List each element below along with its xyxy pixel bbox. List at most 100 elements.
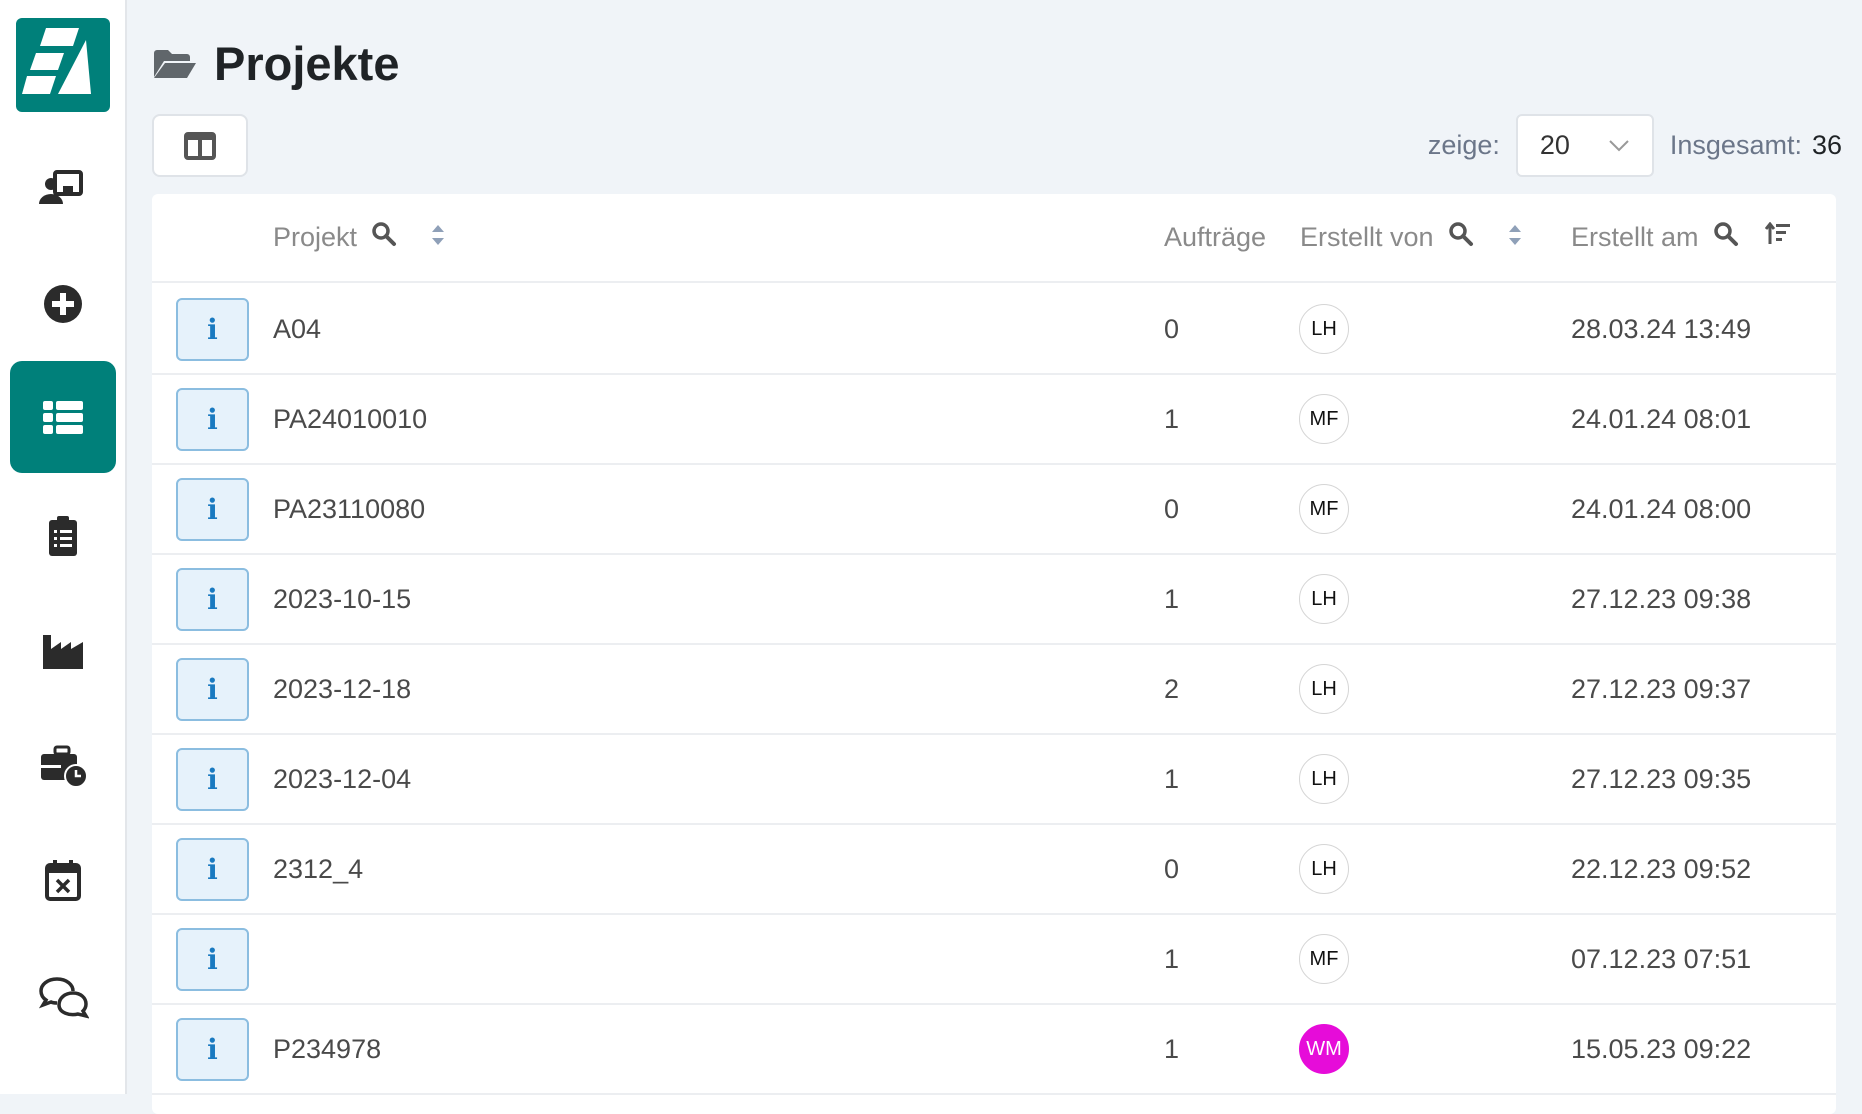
project-name: 2312_4 <box>273 853 364 884</box>
info-icon: i <box>207 852 218 886</box>
sort-ascending-icon[interactable] <box>1764 221 1791 253</box>
sidebar-item-time-tracking[interactable] <box>10 710 116 822</box>
presentation-user-icon <box>39 170 83 204</box>
orders-count: 2 <box>1164 673 1180 704</box>
columns-icon <box>184 131 216 160</box>
total-count: 36 <box>1811 130 1842 160</box>
page-size-select[interactable]: 20 <box>1515 114 1654 177</box>
avatar: LH <box>1299 304 1349 354</box>
table-row[interactable]: i P234978 1 WM 15.05.23 09:22 <box>152 1005 1836 1095</box>
created-at: 27.12.23 09:37 <box>1571 673 1752 704</box>
avatar: LH <box>1299 574 1349 624</box>
search-icon[interactable] <box>1713 221 1739 254</box>
sidebar-item-production[interactable] <box>10 595 116 707</box>
pagination-controls: zeige: 20 Insgesamt: 36 <box>1428 114 1842 177</box>
table-row[interactable]: i 2312_4 0 LH 22.12.23 09:52 <box>152 825 1836 915</box>
sidebar-item-presentation[interactable] <box>10 132 116 244</box>
project-name: PA24010010 <box>273 403 428 434</box>
avatar: MF <box>1299 934 1349 984</box>
table-row[interactable]: i 2023-10-15 1 LH 27.12.23 09:38 <box>152 555 1836 645</box>
total-label: Insgesamt: <box>1669 130 1802 160</box>
folder-open-icon <box>154 49 196 78</box>
search-icon[interactable] <box>1448 221 1474 254</box>
orders-count: 1 <box>1164 943 1180 974</box>
briefcase-clock-icon <box>41 745 88 788</box>
avatar: LH <box>1299 844 1349 894</box>
avatar: WM <box>1299 1024 1349 1074</box>
table-row[interactable]: i PA24010010 1 MF 24.01.24 08:01 <box>152 375 1836 465</box>
orders-count: 0 <box>1164 853 1180 884</box>
info-icon: i <box>207 942 218 976</box>
table-row[interactable]: i A04 0 LH 28.03.24 13:49 <box>152 285 1836 375</box>
header-created-by-label: Erstellt von <box>1300 222 1434 252</box>
info-button[interactable]: i <box>176 477 249 541</box>
page-title: Projekte <box>214 37 400 90</box>
page-size-label: zeige: <box>1427 130 1500 160</box>
project-name: 2023-12-04 <box>273 763 412 794</box>
app-logo[interactable] <box>16 18 110 112</box>
page-size-value: 20 <box>1539 130 1570 160</box>
sidebar-item-projects[interactable] <box>10 361 116 473</box>
info-icon: i <box>207 1032 218 1066</box>
created-at: 22.12.23 09:52 <box>1571 853 1752 884</box>
avatar: MF <box>1299 484 1349 534</box>
table-row[interactable]: i 1 MF 07.12.23 07:51 <box>152 915 1836 1005</box>
chevron-down-icon <box>1609 139 1629 151</box>
table-row[interactable]: i PA23110080 0 MF 24.01.24 08:00 <box>152 465 1836 555</box>
project-name: PA23110080 <box>273 493 426 524</box>
comments-icon <box>38 977 89 1019</box>
info-icon: i <box>207 402 218 436</box>
page-header: Projekte <box>154 36 399 91</box>
sort-icon[interactable] <box>1508 222 1522 253</box>
header-project: Projekt <box>273 221 445 254</box>
table-row[interactable]: i 2023-12-04 1 LH 27.12.23 09:35 <box>152 735 1836 825</box>
info-button[interactable]: i <box>176 657 249 721</box>
info-icon: i <box>207 492 218 526</box>
clipboard-list-icon <box>49 516 77 556</box>
sort-icon[interactable] <box>431 222 445 253</box>
header-created-at: Erstellt am <box>1571 221 1791 254</box>
project-name: P234978 <box>273 1033 382 1064</box>
created-at: 07.12.23 07:51 <box>1571 943 1752 974</box>
info-button[interactable]: i <box>176 747 249 811</box>
created-at: 28.03.24 13:49 <box>1571 313 1752 344</box>
created-at: 15.05.23 09:22 <box>1571 1033 1752 1064</box>
search-icon[interactable] <box>371 221 397 254</box>
project-name: 2023-10-15 <box>273 583 412 614</box>
info-icon: i <box>207 672 218 706</box>
project-name: A04 <box>273 313 322 344</box>
projects-table: Projekt Aufträge Erstellt von Erstellt a… <box>152 194 1836 1114</box>
list-icon <box>43 401 83 434</box>
calendar-xmark-icon <box>45 860 81 901</box>
orders-count: 0 <box>1164 313 1180 344</box>
avatar: MF <box>1299 394 1349 444</box>
orders-count: 0 <box>1164 493 1180 524</box>
avatar: LH <box>1299 754 1349 804</box>
table-row[interactable]: i 2023-12-18 2 LH 27.12.23 09:37 <box>152 645 1836 735</box>
created-at: 27.12.23 09:35 <box>1571 763 1752 794</box>
sidebar-item-add[interactable] <box>10 248 116 360</box>
sidebar-item-absences[interactable] <box>10 825 116 937</box>
info-button[interactable]: i <box>176 567 249 631</box>
industry-icon <box>43 635 83 669</box>
info-button[interactable]: i <box>176 297 249 361</box>
info-button[interactable]: i <box>176 927 249 991</box>
created-at: 27.12.23 09:38 <box>1571 583 1752 614</box>
sidebar-item-orders[interactable] <box>10 481 116 593</box>
orders-count: 1 <box>1164 403 1180 434</box>
info-button[interactable]: i <box>176 1017 249 1081</box>
info-icon: i <box>207 762 218 796</box>
info-button[interactable]: i <box>176 837 249 901</box>
header-project-label: Projekt <box>273 222 358 252</box>
header-created-at-label: Erstellt am <box>1571 222 1699 252</box>
avatar: LH <box>1299 664 1349 714</box>
info-icon: i <box>207 582 218 616</box>
created-at: 24.01.24 08:00 <box>1571 493 1752 524</box>
orders-count: 1 <box>1164 763 1180 794</box>
sidebar <box>0 0 127 1094</box>
column-layout-button[interactable] <box>152 114 248 177</box>
sidebar-item-messages[interactable] <box>10 939 116 1051</box>
info-button[interactable]: i <box>176 387 249 451</box>
table-header: Projekt Aufträge Erstellt von Erstellt a… <box>152 194 1836 283</box>
header-orders-label: Aufträge <box>1164 222 1267 252</box>
